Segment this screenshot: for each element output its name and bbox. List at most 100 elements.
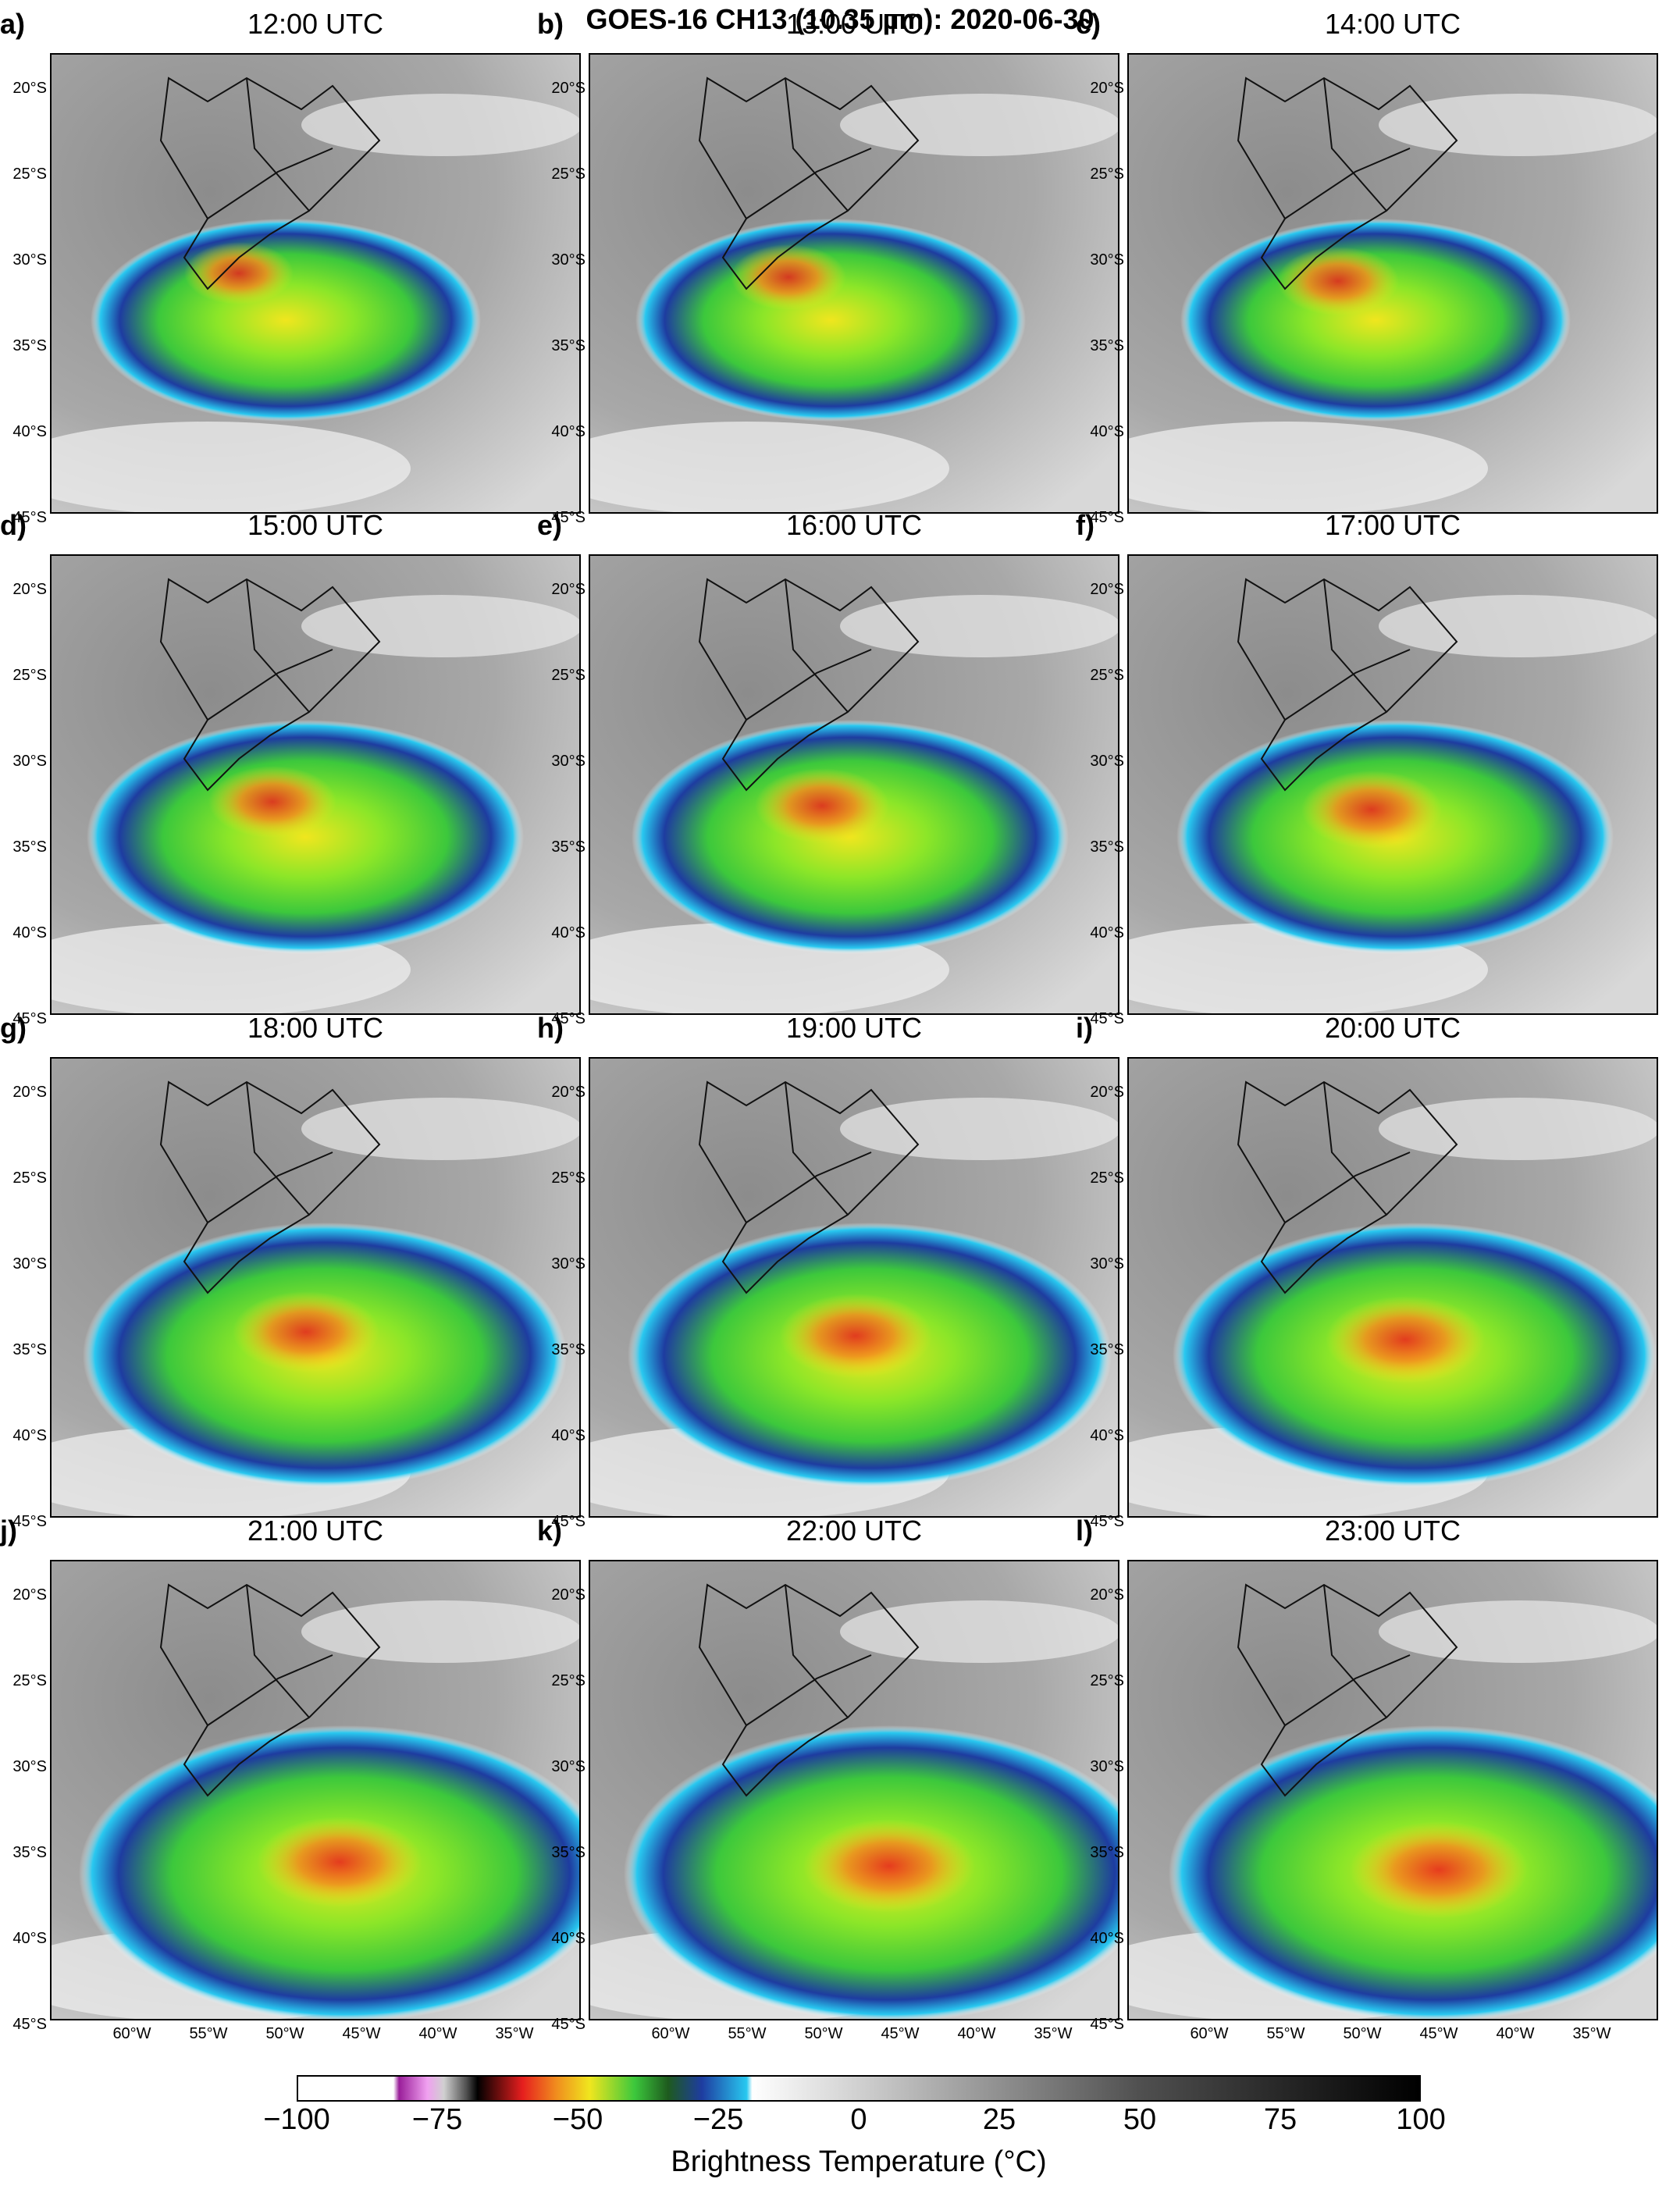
- panel-time: 21:00 UTC: [247, 1515, 384, 1547]
- satellite-image: [590, 1059, 1118, 1516]
- satellite-image: [1129, 1059, 1657, 1516]
- panel-time: 13:00 UTC: [785, 8, 923, 40]
- panel-label: i): [1076, 1012, 1093, 1044]
- lon-label: 35°W: [1034, 2025, 1073, 2042]
- lat-label: 25°S: [12, 1169, 47, 1187]
- panel-time: 15:00 UTC: [247, 509, 384, 541]
- colorbar-tick-label: −25: [692, 2103, 744, 2136]
- lat-label: 35°S: [1090, 337, 1124, 354]
- lat-label: 40°S: [551, 924, 586, 942]
- satellite-image: [590, 1561, 1118, 2019]
- lon-label: 45°W: [881, 2025, 920, 2042]
- satellite-image: [1129, 1561, 1657, 2019]
- panel-map: [50, 53, 581, 514]
- panel-map: [589, 53, 1119, 514]
- panel-map: [50, 1560, 581, 2020]
- panel-label: b): [537, 8, 564, 40]
- lat-label: 45°S: [1090, 1513, 1124, 1530]
- lat-label: 20°S: [551, 581, 586, 598]
- lat-label: 20°S: [12, 581, 47, 598]
- lat-label: 30°S: [551, 1758, 586, 1775]
- lon-label: 40°W: [418, 2025, 457, 2042]
- lat-label: 30°S: [1090, 1255, 1124, 1273]
- panel-time: 20:00 UTC: [1324, 1012, 1461, 1044]
- satellite-image: [590, 55, 1118, 512]
- panel-map: [589, 554, 1119, 1015]
- colorbar-tick-label: −75: [411, 2103, 463, 2136]
- lat-label: 30°S: [551, 1255, 586, 1273]
- lat-label: 35°S: [1090, 838, 1124, 856]
- panel-label: d): [0, 509, 27, 541]
- lon-label: 40°W: [1496, 2025, 1535, 2042]
- panel-label: a): [0, 8, 26, 40]
- colorbar-gradient: [298, 2077, 1419, 2100]
- lon-label: 35°W: [1572, 2025, 1611, 2042]
- lat-label: 30°S: [12, 1758, 47, 1775]
- lat-label: 20°S: [12, 1084, 47, 1101]
- lat-label: 40°S: [1090, 1427, 1124, 1444]
- lat-label: 25°S: [1090, 667, 1124, 684]
- lon-label: 35°W: [495, 2025, 534, 2042]
- panel-label: f): [1076, 509, 1094, 541]
- lat-label: 40°S: [1090, 924, 1124, 942]
- satellite-image: [52, 55, 579, 512]
- lat-label: 35°S: [12, 838, 47, 856]
- panel-map: [50, 554, 581, 1015]
- satellite-image: [1129, 556, 1657, 1013]
- panel-time: 22:00 UTC: [785, 1515, 923, 1547]
- panel-label: e): [537, 509, 563, 541]
- panel-time: 23:00 UTC: [1324, 1515, 1461, 1547]
- satellite-image: [590, 556, 1118, 1013]
- panel-label: c): [1076, 8, 1102, 40]
- lon-label: 60°W: [651, 2025, 690, 2042]
- lon-label: 50°W: [804, 2025, 843, 2042]
- panel-time: 12:00 UTC: [247, 8, 384, 40]
- lat-label: 25°S: [551, 667, 586, 684]
- lat-label: 35°S: [551, 838, 586, 856]
- lat-label: 45°S: [12, 2016, 47, 2033]
- lat-label: 45°S: [1090, 509, 1124, 526]
- lon-label: 55°W: [1266, 2025, 1305, 2042]
- lat-label: 30°S: [12, 753, 47, 770]
- lon-label: 50°W: [265, 2025, 304, 2042]
- lat-label: 20°S: [1090, 1084, 1124, 1101]
- colorbar-title: Brightness Temperature (°C): [671, 2145, 1047, 2178]
- satellite-image: [52, 1561, 579, 2019]
- lat-label: 20°S: [12, 80, 47, 97]
- panel-label: l): [1076, 1515, 1093, 1547]
- lat-label: 30°S: [1090, 251, 1124, 269]
- lat-label: 40°S: [551, 1427, 586, 1444]
- colorbar-tick-label: 0: [850, 2103, 867, 2136]
- lat-label: 25°S: [551, 166, 586, 183]
- lat-label: 40°S: [12, 924, 47, 942]
- lon-label: 45°W: [342, 2025, 381, 2042]
- panel-label: h): [537, 1012, 564, 1044]
- lat-label: 45°S: [12, 509, 47, 526]
- lon-label: 50°W: [1343, 2025, 1382, 2042]
- satellite-image: [52, 1059, 579, 1516]
- lat-label: 45°S: [551, 2016, 586, 2033]
- lat-label: 25°S: [1090, 1672, 1124, 1689]
- panel-map: [589, 1560, 1119, 2020]
- lat-label: 25°S: [551, 1672, 586, 1689]
- panel-map: [1127, 53, 1658, 514]
- panel-time: 18:00 UTC: [247, 1012, 384, 1044]
- colorbar-tick-label: −100: [263, 2103, 330, 2136]
- panel-time: 17:00 UTC: [1324, 509, 1461, 541]
- lon-label: 45°W: [1419, 2025, 1458, 2042]
- colorbar-tick-label: 100: [1396, 2103, 1446, 2136]
- figure-title: GOES-16 CH13 (10.35 µm): 2020-06-30: [586, 3, 1094, 35]
- lat-label: 25°S: [551, 1169, 586, 1187]
- lat-label: 20°S: [551, 1586, 586, 1604]
- lat-label: 20°S: [1090, 581, 1124, 598]
- lon-label: 55°W: [189, 2025, 228, 2042]
- lat-label: 20°S: [551, 80, 586, 97]
- panel-label: g): [0, 1012, 27, 1044]
- lat-label: 40°S: [551, 1930, 586, 1947]
- lat-label: 35°S: [551, 1844, 586, 1861]
- lat-label: 40°S: [12, 423, 47, 440]
- lat-label: 30°S: [551, 753, 586, 770]
- lat-label: 45°S: [1090, 2016, 1124, 2033]
- lat-label: 45°S: [551, 1010, 586, 1027]
- lat-label: 35°S: [551, 337, 586, 354]
